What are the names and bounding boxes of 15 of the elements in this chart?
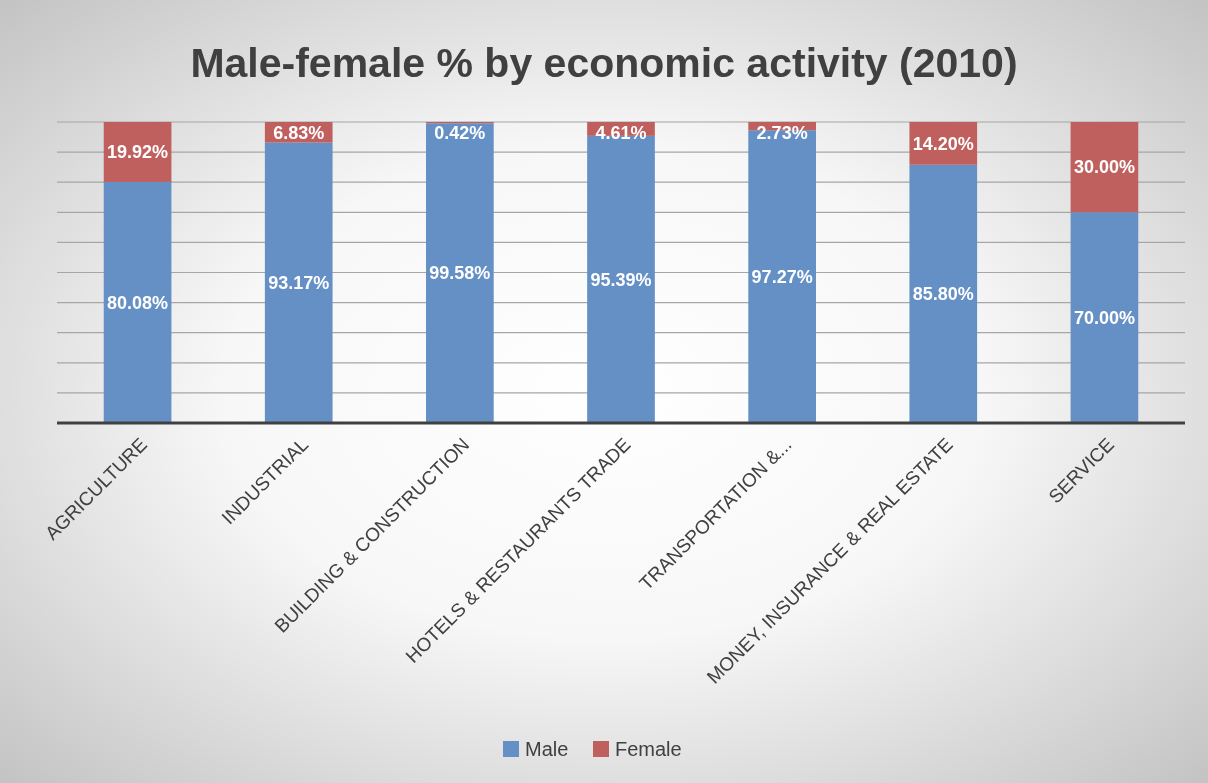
data-label: 0.42% — [434, 123, 486, 144]
data-label: 14.20% — [912, 133, 974, 154]
data-label: 70.00% — [1073, 307, 1135, 328]
data-label: 99.58% — [429, 263, 491, 284]
data-label: 30.00% — [1073, 157, 1135, 178]
data-label: 97.27% — [751, 266, 813, 287]
chart-title: Male-female % by economic activity (2010) — [190, 40, 1018, 86]
legend-label: Male — [525, 738, 569, 760]
data-label: 85.80% — [912, 284, 974, 305]
data-label: 80.08% — [107, 292, 169, 313]
data-label: 6.83% — [273, 123, 325, 144]
data-label: 95.39% — [590, 269, 652, 290]
legend-label: Female — [615, 738, 682, 760]
data-label: 93.17% — [268, 273, 330, 294]
data-label: 19.92% — [107, 142, 169, 163]
